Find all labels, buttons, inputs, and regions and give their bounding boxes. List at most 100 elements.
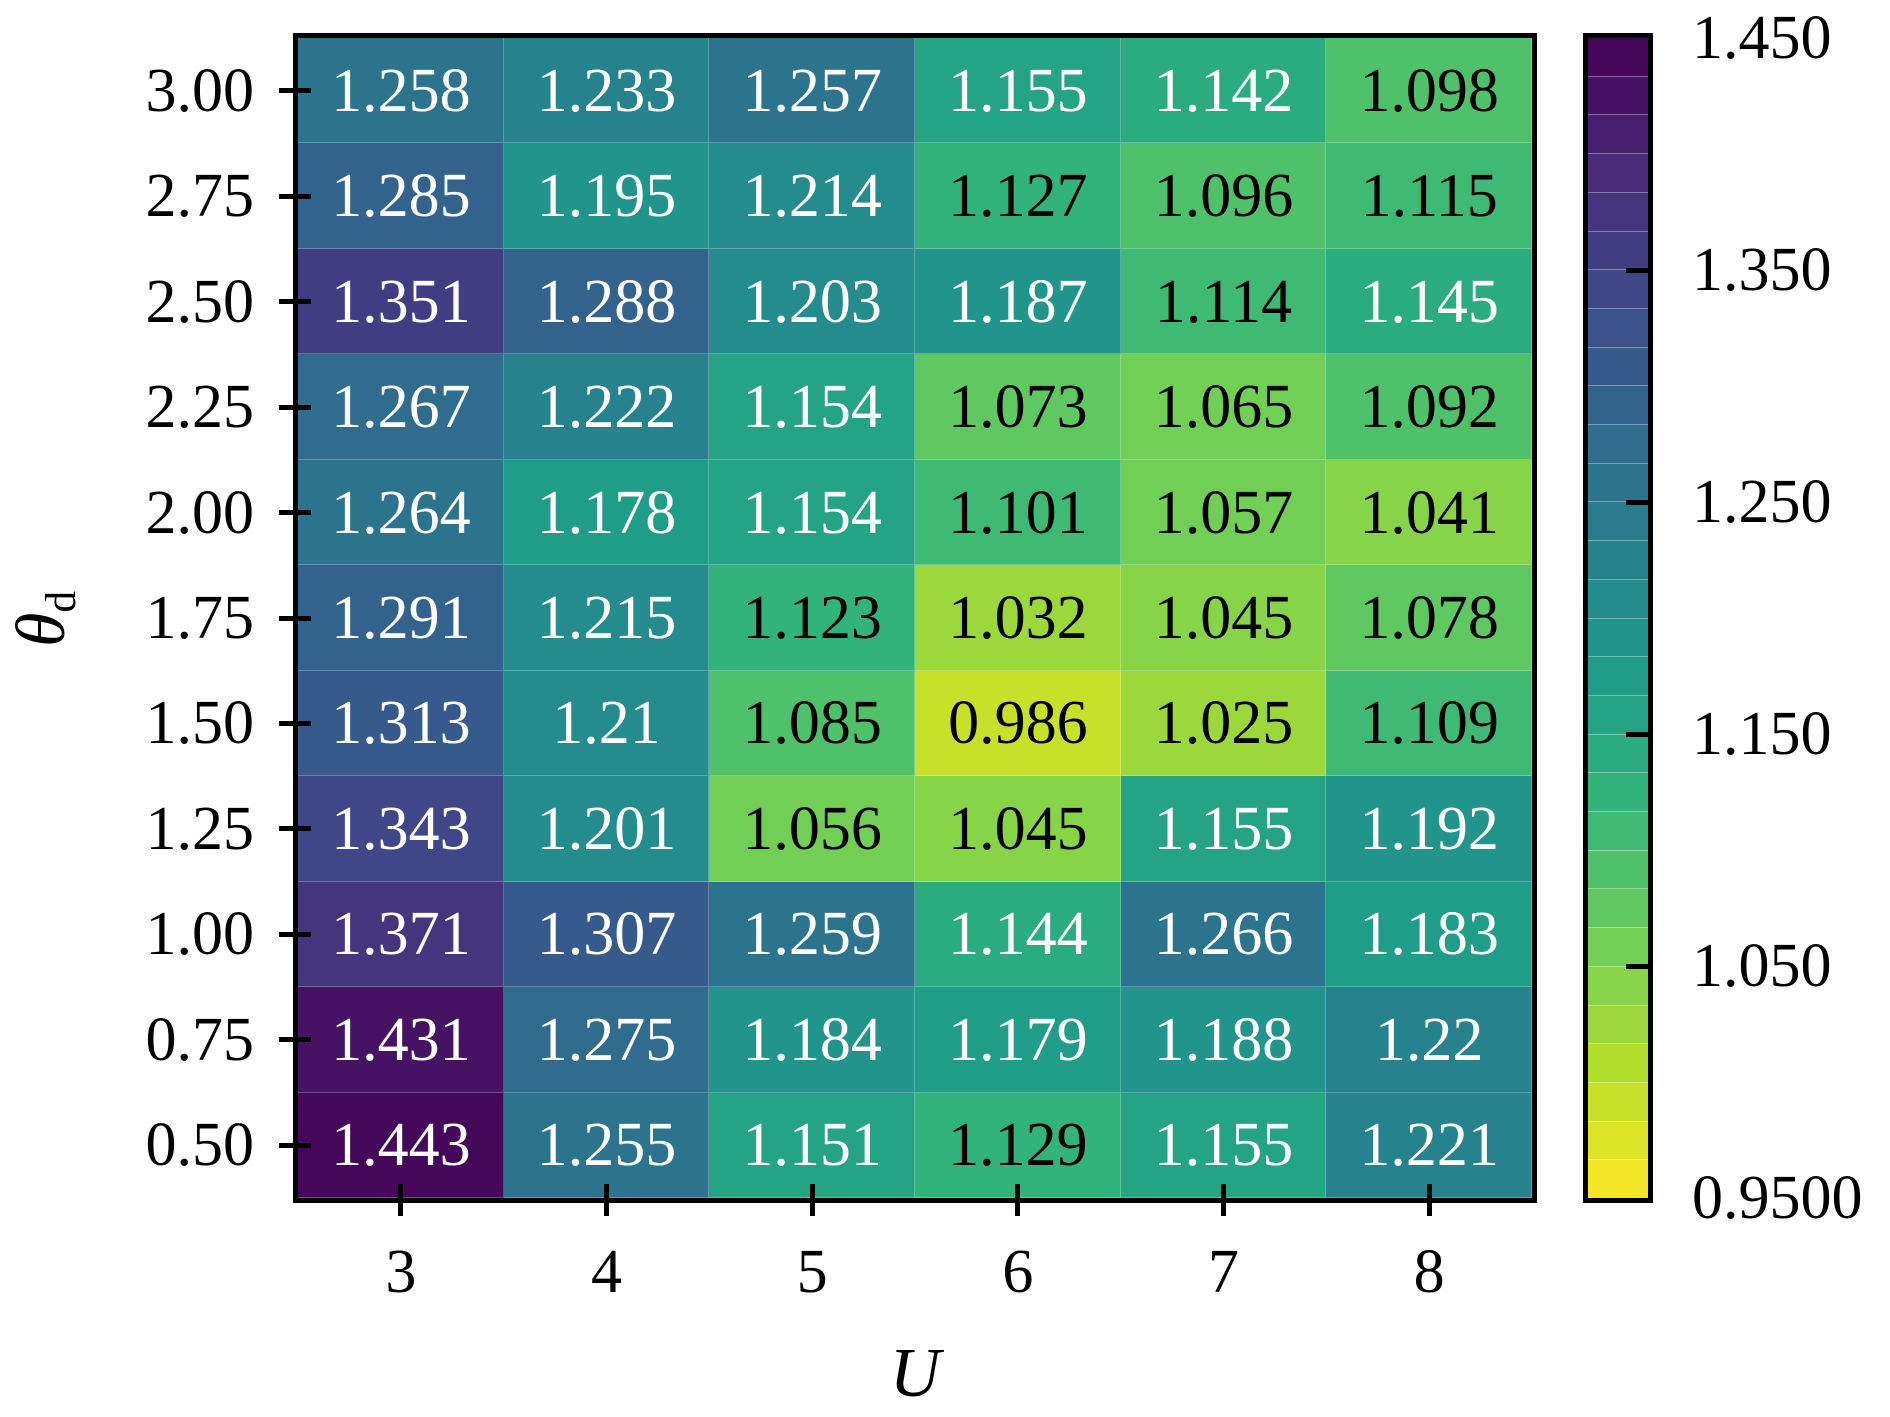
cell-value: 1.065: [1153, 373, 1294, 442]
heatmap-cell: 1.154: [709, 354, 915, 460]
cell-value: 1.259: [742, 900, 882, 969]
cell-value: 1.078: [1359, 583, 1499, 652]
heatmap-cell: 1.255: [503, 1092, 710, 1198]
heatmap-cell: 1.188: [1120, 987, 1327, 1093]
y-tick: [279, 720, 311, 726]
heatmap-cell: 1.257: [709, 38, 915, 144]
cell-value: 1.255: [536, 1111, 677, 1180]
heatmap-cell: 1.078: [1326, 565, 1532, 671]
heatmap-cell: 1.214: [709, 143, 915, 249]
y-tick: [279, 510, 311, 516]
y-tick: [279, 299, 311, 305]
cell-value: 1.233: [536, 56, 677, 125]
x-tick-label: 3: [385, 1238, 417, 1306]
heatmap-cell: 1.264: [298, 459, 504, 566]
cell-value: 1.258: [331, 56, 471, 125]
y-tick-label: 1.75: [145, 584, 255, 652]
x-tick-label: 8: [1413, 1238, 1445, 1306]
heatmap-cell: 1.307: [503, 881, 710, 988]
heatmap-cell: 1.371: [298, 881, 504, 988]
heatmap-cell: 1.266: [1120, 881, 1327, 988]
heatmap-cell: 1.259: [709, 881, 915, 988]
colorbar-tick-label: 1.250: [1692, 468, 1832, 536]
heatmap-cell: 1.178: [503, 459, 710, 566]
heatmap-cell: 1.142: [1120, 38, 1327, 144]
x-tick: [398, 1184, 404, 1216]
cell-value: 1.109: [1359, 689, 1499, 758]
cell-value: 1.351: [331, 267, 471, 336]
plot-area: 1.258 1.233 1.257 1.155 1.142 1.098 1.285 1.195…: [293, 33, 1537, 1203]
cell-value: 1.101: [948, 478, 1088, 547]
x-tick: [1221, 1184, 1226, 1216]
heatmap-cell: 1.056: [709, 776, 915, 882]
x-tick-label: 7: [1208, 1238, 1239, 1306]
heatmap-cell: 1.221: [1326, 1092, 1532, 1198]
heatmap-cell: 1.351: [298, 248, 504, 355]
heatmap-cell: 1.144: [915, 881, 1121, 988]
colorbar-band: [1588, 307, 1648, 347]
heatmap-cell: 1.155: [915, 38, 1121, 144]
y-tick-label: 1.50: [145, 689, 255, 758]
cell-value: 1.155: [948, 56, 1088, 125]
cell-value: 1.267: [331, 373, 471, 442]
cell-value: 1.073: [948, 373, 1088, 442]
y-tick-label: 3.00: [145, 56, 255, 125]
heatmap-cell: 1.114: [1120, 248, 1327, 355]
colorbar-tick-label: 1.150: [1692, 700, 1832, 768]
heatmap-cell: 1.187: [915, 248, 1121, 355]
y-tick: [279, 931, 311, 937]
cell-value: 1.045: [1153, 583, 1294, 652]
cell-value: 1.443: [331, 1111, 471, 1180]
colorbar-tick: [1626, 499, 1648, 505]
colorbar-tick-label: 1.450: [1692, 4, 1832, 72]
colorbar-band: [1588, 1159, 1648, 1199]
cell-value: 1.025: [1153, 689, 1294, 758]
cell-value: 1.188: [1153, 1005, 1294, 1074]
heatmap-cell: 1.115: [1326, 143, 1532, 249]
y-tick-label: 2.75: [145, 162, 255, 231]
cell-value: 1.22: [1374, 1005, 1484, 1074]
x-tick-label: 5: [796, 1238, 828, 1306]
y-tick-label: 1.00: [145, 900, 255, 969]
cell-value: 1.092: [1359, 373, 1499, 442]
heatmap-cell: 1.291: [298, 565, 504, 671]
y-tick: [279, 404, 311, 410]
cell-value: 1.313: [331, 689, 471, 758]
colorbar-tick-label: 1.050: [1692, 932, 1832, 1000]
y-tick-label: 2.25: [145, 373, 255, 442]
colorbar-band: [1588, 1120, 1648, 1160]
colorbar-band: [1588, 230, 1648, 270]
heatmap-cell: 1.045: [915, 776, 1121, 882]
x-tick: [604, 1184, 609, 1216]
colorbar-band: [1588, 114, 1648, 154]
y-tick: [279, 1037, 311, 1043]
cell-value: 1.145: [1359, 267, 1499, 336]
cell-value: 1.144: [948, 900, 1088, 969]
cell-value: 1.221: [1359, 1111, 1499, 1180]
colorbar-tick: [1626, 731, 1648, 737]
cell-value: 1.085: [742, 689, 882, 758]
heatmap-cell: 1.22: [1326, 987, 1532, 1093]
x-tick-label: 6: [1002, 1238, 1034, 1306]
y-tick: [279, 1142, 311, 1148]
heatmap-cell: 1.155: [1120, 776, 1327, 882]
heatmap-cell: 1.313: [298, 670, 504, 777]
heatmap-cell: 1.154: [709, 459, 915, 566]
heatmap-cell: 1.192: [1326, 776, 1532, 882]
cell-value: 1.178: [536, 478, 677, 547]
y-tick: [279, 615, 311, 621]
heatmap-cell: 1.032: [915, 565, 1121, 671]
y-tick-label: 2.50: [145, 267, 255, 336]
x-axis-label: U: [889, 1335, 941, 1412]
cell-value: 1.257: [742, 56, 882, 125]
cell-value: 1.056: [742, 794, 882, 863]
colorbar-band: [1588, 269, 1648, 308]
y-tick-label: 2.00: [145, 478, 255, 547]
heatmap-cell: 1.222: [503, 354, 710, 460]
heatmap-cell: 1.057: [1120, 459, 1327, 566]
heatmap-cell: 1.431: [298, 987, 504, 1093]
heatmap-cell: 1.21: [503, 670, 710, 777]
cell-value: 1.307: [536, 900, 677, 969]
cell-value: 1.215: [536, 583, 677, 652]
